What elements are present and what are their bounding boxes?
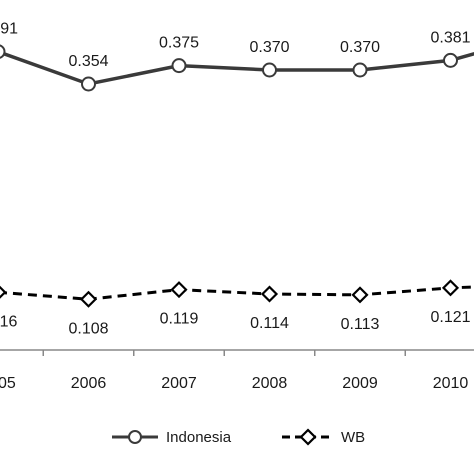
data-label: 0.391	[0, 21, 18, 38]
data-point	[352, 62, 368, 78]
data-label: 0.375	[159, 35, 199, 52]
data-label: 0.116	[0, 313, 18, 330]
data-point	[441, 279, 460, 297]
x-tick-label: 2010	[433, 375, 469, 392]
data-label: 0.108	[68, 320, 108, 337]
data-point	[443, 52, 458, 68]
data-label: 0.121	[430, 309, 470, 326]
data-point	[262, 62, 277, 78]
legend-label-indonesia: Indonesia	[166, 429, 232, 446]
data-point	[351, 286, 369, 304]
data-labels: 0.391 0.354 0.375 0.370 0.370 0.381 0.116 0.108…	[0, 21, 471, 338]
series-layer	[0, 44, 474, 308]
x-tick-label: 2008	[252, 375, 288, 392]
data-point	[171, 58, 187, 74]
x-tick-label: 2007	[161, 375, 197, 392]
x-tick-label: 2005	[0, 375, 16, 392]
data-label: 0.370	[249, 39, 289, 56]
data-label: 0.114	[250, 315, 289, 332]
legend-label-wb: WB	[341, 429, 365, 446]
data-point	[170, 281, 188, 299]
data-point	[0, 44, 6, 59]
data-point	[79, 290, 98, 308]
data-point	[81, 76, 96, 92]
legend-marker-diamond	[299, 428, 317, 446]
legend: Indonesia WB	[112, 428, 365, 446]
x-tick-label: 2006	[71, 375, 107, 392]
data-label: 0.370	[340, 39, 380, 56]
data-label: 0.113	[341, 316, 380, 333]
x-tick-labels: 2005200620072008200920102011	[0, 375, 469, 392]
legend-marker-circle	[128, 430, 142, 444]
x-axis	[0, 349, 474, 356]
x-tick-label: 2009	[342, 375, 378, 392]
data-label: 0.119	[160, 311, 199, 328]
data-label: 0.381	[430, 29, 470, 46]
data-point	[260, 285, 279, 303]
series-line-wb	[0, 285, 474, 301]
data-point	[0, 285, 7, 299]
data-label: 0.354	[68, 53, 108, 70]
